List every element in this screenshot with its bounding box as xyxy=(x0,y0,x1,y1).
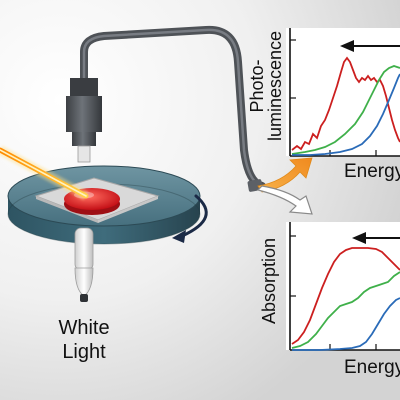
abs-plot-area xyxy=(286,222,400,350)
pl-y-axis-label-line1: Photo- xyxy=(247,59,267,113)
pl-shift-arrow xyxy=(340,40,400,52)
pl-plot-panel xyxy=(286,28,400,157)
abs-y-axis-label: Absorption xyxy=(259,237,279,325)
pl-curve-blue xyxy=(292,73,400,156)
abs-curve-green xyxy=(291,271,400,349)
pl-y-axis-label-line2: luminescence xyxy=(265,30,285,142)
white-light-label-line1: White xyxy=(58,317,110,339)
absorption-plot-panel xyxy=(286,222,400,351)
abs-x-axis-label: Energy xyxy=(344,357,400,378)
abs-curve-red xyxy=(291,247,400,345)
pl-curve-green xyxy=(291,65,400,155)
absorption-shift-arrow xyxy=(352,232,400,244)
absorption-output-arrow xyxy=(256,185,313,215)
optical-probe xyxy=(66,78,102,163)
laser-beam xyxy=(0,145,89,201)
white-light-source xyxy=(74,227,94,302)
white-light-label-line2: Light xyxy=(62,341,106,363)
abs-curve-blue xyxy=(292,297,400,351)
pl-x-axis-label: Energy xyxy=(344,161,400,182)
rotation-arrow xyxy=(172,194,208,243)
pl-curve-red xyxy=(291,56,400,151)
